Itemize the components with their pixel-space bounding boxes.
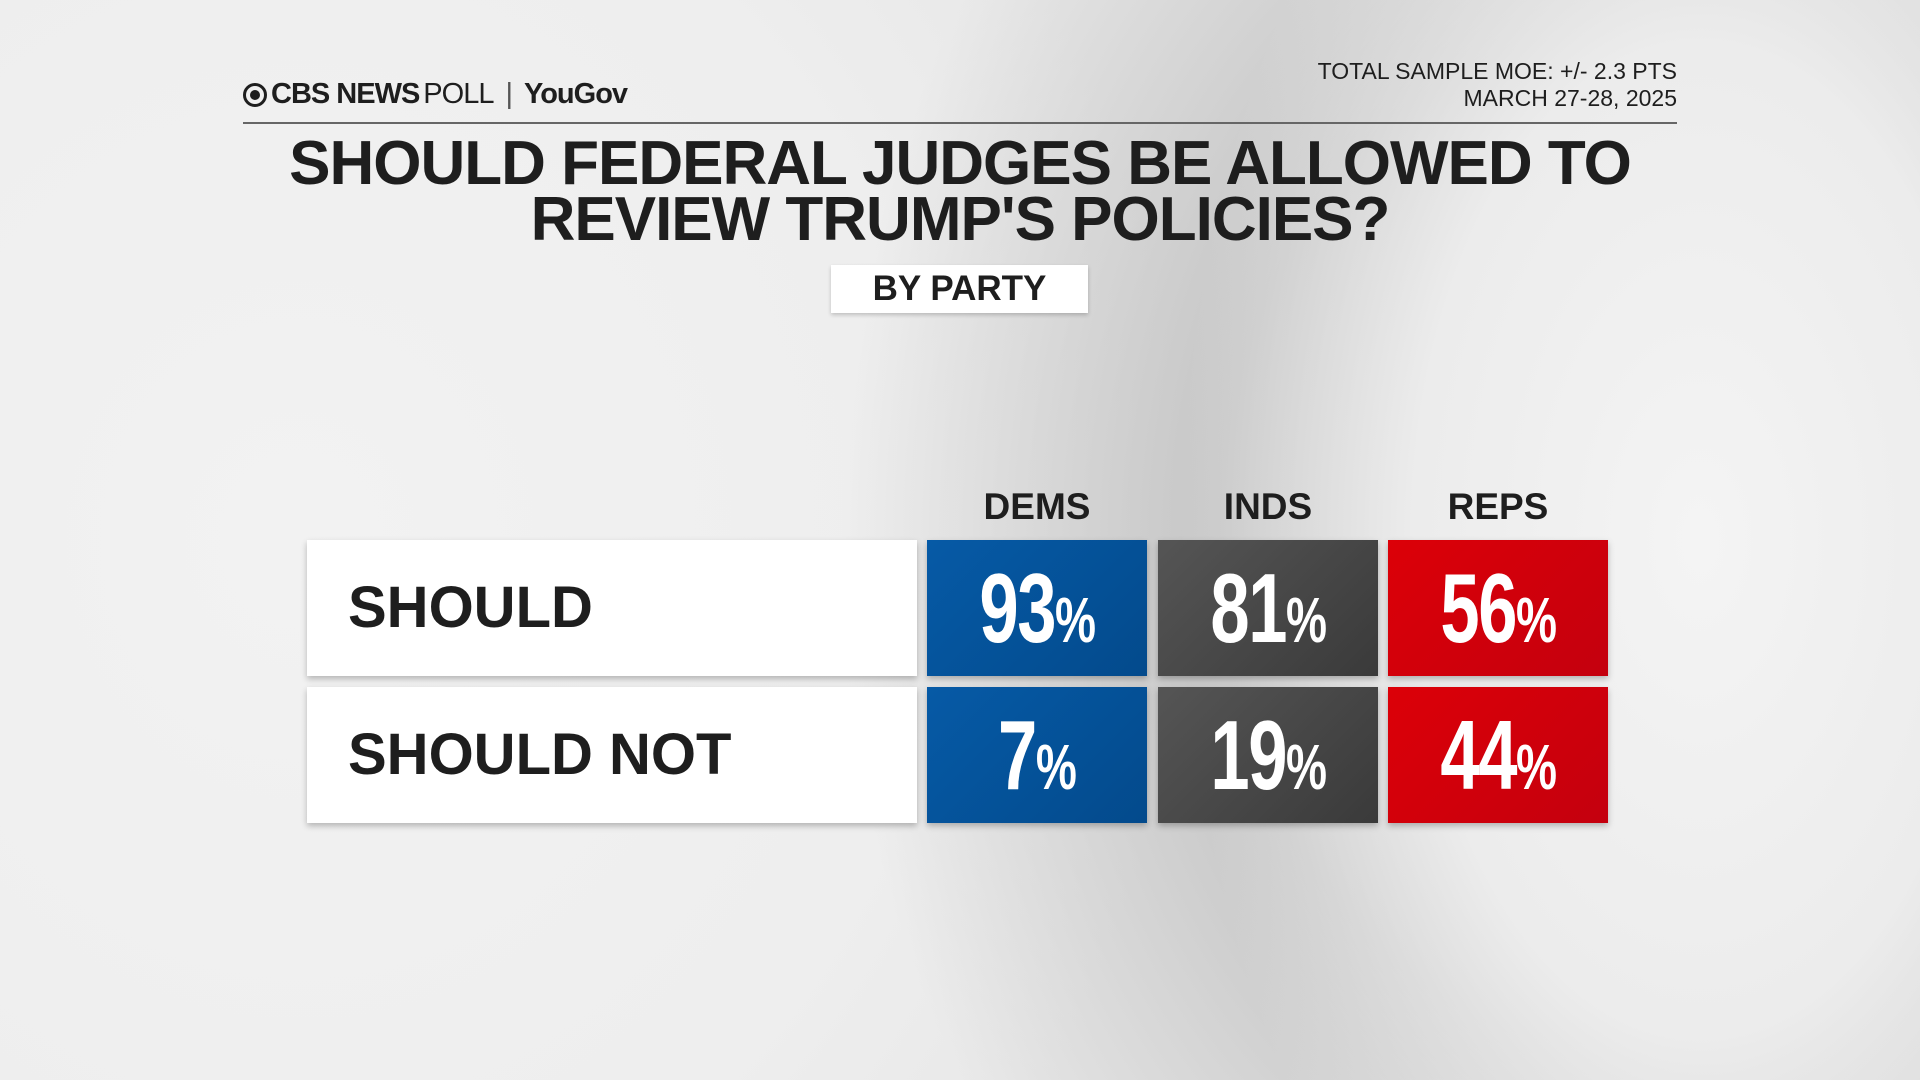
value-label: 93% xyxy=(979,552,1096,665)
column-header-dems: DEMS xyxy=(983,486,1091,527)
percent-sign: % xyxy=(1516,583,1557,656)
title-line-1: SHOULD FEDERAL JUDGES BE ALLOWED TO xyxy=(289,129,1632,198)
margin-of-error: TOTAL SAMPLE MOE: +/- 2.3 PTS xyxy=(1317,58,1677,84)
percent-sign: % xyxy=(1055,583,1096,656)
value-cell-reps: 44% xyxy=(1388,687,1608,823)
poll-info: TOTAL SAMPLE MOE: +/- 2.3 PTS MARCH 27-2… xyxy=(1318,58,1677,112)
value-cell-dems: 93% xyxy=(927,540,1147,676)
percent-sign: % xyxy=(1036,730,1077,803)
row-label: SHOULD NOT xyxy=(307,687,917,823)
logo-poll: POLL xyxy=(423,78,494,110)
value-cell-inds: 19% xyxy=(1158,687,1378,823)
value-label: 19% xyxy=(1210,699,1327,812)
value-cell-inds: 81% xyxy=(1158,540,1378,676)
value-number: 19 xyxy=(1210,699,1287,810)
cbs-eye-icon xyxy=(243,82,267,107)
chart-title: SHOULD FEDERAL JUDGES BE ALLOWED TO REVI… xyxy=(0,129,1920,254)
value-number: 93 xyxy=(979,552,1056,663)
percent-sign: % xyxy=(1286,730,1327,803)
value-number: 81 xyxy=(1210,552,1287,663)
poll-date: MARCH 27-28, 2025 xyxy=(1463,85,1678,111)
value-label: 7% xyxy=(998,699,1077,812)
value-cell-dems: 7% xyxy=(927,687,1147,823)
header-divider xyxy=(243,122,1677,124)
cbs-yougov-logo: CBS NEWS POLL | YouGov xyxy=(243,78,628,111)
title-line-2: REVIEW TRUMP'S POLICIES? xyxy=(530,185,1391,254)
column-header-inds: INDS xyxy=(1223,486,1313,527)
value-number: 44 xyxy=(1440,699,1517,810)
logo-partner: YouGov xyxy=(524,78,628,110)
value-label: 44% xyxy=(1440,699,1557,812)
percent-sign: % xyxy=(1516,730,1557,803)
value-number: 7 xyxy=(998,699,1037,810)
column-header-reps: REPS xyxy=(1447,486,1549,527)
value-label: 56% xyxy=(1440,552,1557,665)
row-label: SHOULD xyxy=(307,540,917,676)
percent-sign: % xyxy=(1286,583,1327,656)
chart-subtitle: BY PARTY xyxy=(831,265,1088,313)
value-label: 81% xyxy=(1210,552,1327,665)
value-number: 56 xyxy=(1440,552,1517,663)
logo-divider: | xyxy=(505,78,513,110)
value-cell-reps: 56% xyxy=(1388,540,1608,676)
logo-brand: CBS NEWS xyxy=(271,78,420,110)
